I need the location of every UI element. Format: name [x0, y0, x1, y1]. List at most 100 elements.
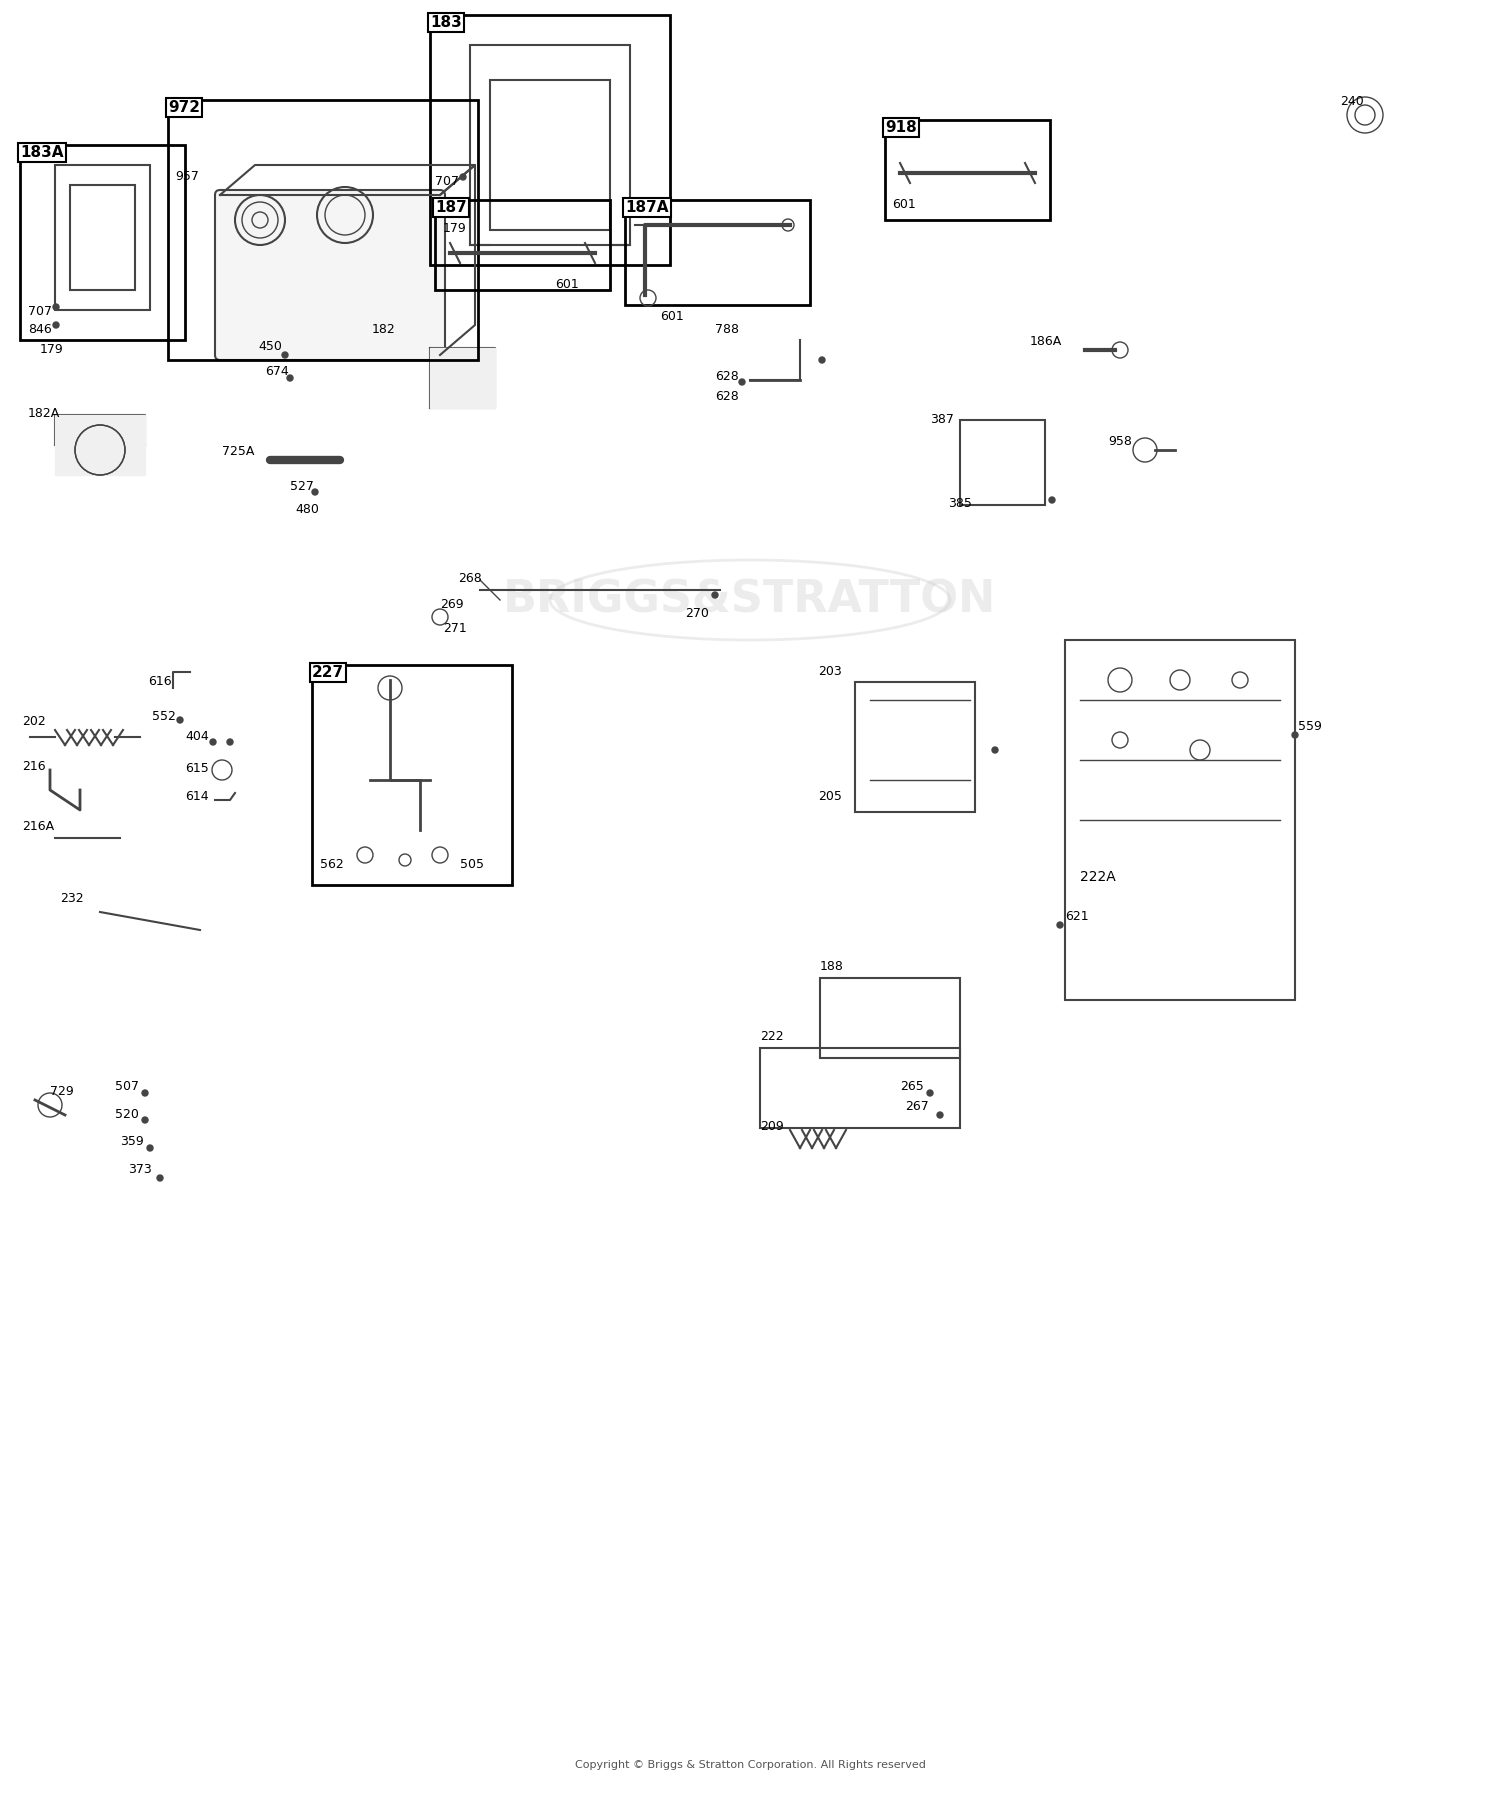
- Text: 505: 505: [460, 859, 484, 871]
- Text: 559: 559: [1298, 720, 1322, 733]
- Text: 205: 205: [818, 790, 842, 803]
- Circle shape: [460, 175, 466, 180]
- Text: 271: 271: [442, 623, 466, 635]
- Circle shape: [740, 380, 746, 385]
- Text: 270: 270: [686, 607, 709, 619]
- Text: 187A: 187A: [626, 200, 669, 214]
- Text: 267: 267: [904, 1100, 928, 1112]
- Bar: [168, 101, 478, 360]
- Text: 552: 552: [152, 709, 176, 724]
- Text: 216A: 216A: [22, 821, 54, 833]
- Circle shape: [460, 200, 466, 205]
- Text: 227: 227: [312, 664, 344, 680]
- Text: 601: 601: [555, 277, 579, 292]
- Bar: [20, 146, 184, 340]
- Text: 725A: 725A: [222, 445, 255, 457]
- Text: 958: 958: [1108, 436, 1132, 448]
- Text: 222: 222: [760, 1030, 783, 1042]
- Bar: [435, 200, 610, 290]
- Text: 621: 621: [1065, 911, 1089, 923]
- Circle shape: [210, 740, 216, 745]
- Text: 268: 268: [458, 572, 482, 585]
- Bar: [430, 14, 670, 265]
- Text: 222A: 222A: [1080, 869, 1116, 884]
- Circle shape: [53, 304, 58, 310]
- Text: BRIGGS&STRATTON: BRIGGS&STRATTON: [504, 578, 996, 621]
- Text: 269: 269: [440, 598, 464, 610]
- Text: Copyright © Briggs & Stratton Corporation. All Rights reserved: Copyright © Briggs & Stratton Corporatio…: [574, 1760, 926, 1769]
- Circle shape: [1058, 922, 1064, 929]
- Text: 188: 188: [821, 959, 844, 974]
- Bar: [56, 166, 150, 310]
- Circle shape: [142, 1118, 148, 1123]
- Text: 628: 628: [716, 371, 738, 383]
- Circle shape: [819, 356, 825, 364]
- Text: 846: 846: [435, 200, 459, 212]
- Text: 520: 520: [116, 1109, 140, 1121]
- Text: 450: 450: [258, 340, 282, 353]
- Text: 179: 179: [442, 221, 466, 236]
- Circle shape: [226, 740, 232, 745]
- Text: 562: 562: [320, 859, 344, 871]
- Text: 674: 674: [266, 365, 288, 378]
- Text: 183: 183: [430, 14, 462, 31]
- Text: 972: 972: [168, 101, 200, 115]
- Circle shape: [1292, 733, 1298, 738]
- Text: 846: 846: [28, 322, 51, 337]
- Text: 404: 404: [184, 731, 209, 743]
- Text: 707: 707: [435, 175, 459, 187]
- Bar: [312, 664, 512, 886]
- Circle shape: [938, 1112, 944, 1118]
- Bar: [470, 45, 630, 245]
- Text: 614: 614: [184, 790, 209, 803]
- Circle shape: [712, 592, 718, 598]
- Circle shape: [147, 1145, 153, 1150]
- Text: 601: 601: [892, 198, 915, 211]
- Bar: [821, 977, 960, 1058]
- Text: 187: 187: [435, 200, 466, 214]
- Text: 186A: 186A: [1030, 335, 1062, 347]
- Circle shape: [312, 490, 318, 495]
- Text: 240: 240: [1340, 95, 1364, 108]
- Text: 628: 628: [716, 391, 738, 403]
- Bar: [760, 1048, 960, 1129]
- Text: 788: 788: [716, 322, 740, 337]
- Bar: [855, 682, 975, 812]
- Text: 232: 232: [60, 893, 84, 905]
- Text: 182: 182: [372, 322, 396, 337]
- Bar: [960, 419, 1046, 506]
- Text: 507: 507: [116, 1080, 140, 1093]
- Text: 729: 729: [50, 1085, 74, 1098]
- Circle shape: [992, 747, 998, 752]
- Text: 179: 179: [40, 344, 63, 356]
- Circle shape: [927, 1091, 933, 1096]
- Circle shape: [177, 716, 183, 724]
- Text: 957: 957: [176, 169, 200, 184]
- Text: 373: 373: [128, 1163, 152, 1175]
- Text: 359: 359: [120, 1136, 144, 1148]
- Bar: [885, 121, 1050, 220]
- Bar: [70, 185, 135, 290]
- Circle shape: [158, 1175, 164, 1181]
- Text: 202: 202: [22, 715, 45, 727]
- Circle shape: [286, 374, 292, 382]
- FancyBboxPatch shape: [214, 191, 446, 360]
- Text: 183A: 183A: [20, 146, 63, 160]
- Text: 615: 615: [184, 761, 209, 776]
- Text: 216: 216: [22, 760, 45, 772]
- Bar: [626, 200, 810, 304]
- Text: 182A: 182A: [28, 407, 60, 419]
- Polygon shape: [430, 347, 495, 409]
- Text: 527: 527: [290, 481, 314, 493]
- Text: 601: 601: [660, 310, 684, 322]
- Circle shape: [282, 353, 288, 358]
- Text: 480: 480: [296, 502, 320, 517]
- Text: 209: 209: [760, 1120, 783, 1132]
- Bar: [1065, 641, 1294, 1001]
- Polygon shape: [56, 416, 146, 475]
- Text: 918: 918: [885, 121, 916, 135]
- Circle shape: [53, 322, 58, 328]
- Circle shape: [1048, 497, 1054, 502]
- Text: 203: 203: [818, 664, 842, 679]
- Text: 385: 385: [948, 497, 972, 509]
